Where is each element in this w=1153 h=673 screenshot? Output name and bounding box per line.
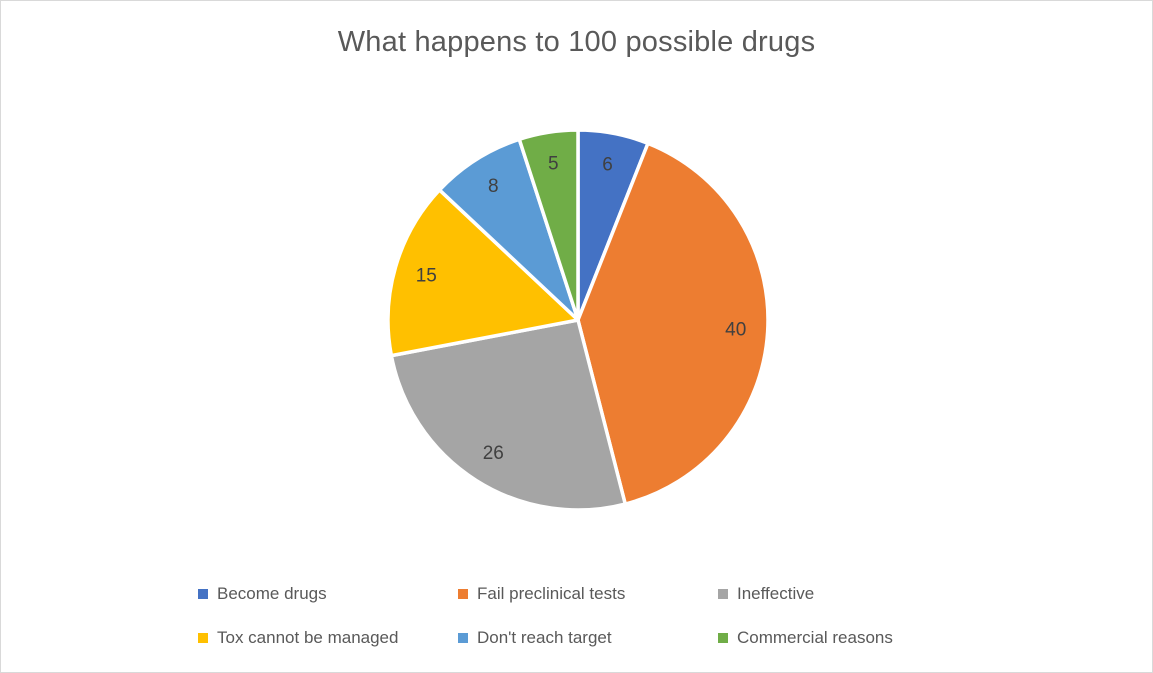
legend-item-fail-preclinical-tests[interactable]: Fail preclinical tests [458, 582, 718, 606]
legend-marker-icon [198, 589, 208, 599]
legend-item-label: Commercial reasons [737, 628, 893, 647]
legend-marker-icon [198, 633, 208, 643]
legend-item-label: Fail preclinical tests [477, 584, 626, 603]
pie-slice-tox-cannot-be-managed[interactable] [386, 188, 580, 358]
legend-item-label: Tox cannot be managed [217, 628, 399, 647]
legend-marker-icon [718, 633, 728, 643]
legend-marker-icon [458, 633, 468, 643]
pie-plot-area: 6 40 26 15 8 5 [386, 128, 770, 512]
legend-item-become-drugs[interactable]: Become drugs [198, 582, 458, 606]
chart-legend: Become drugs Fail preclinical tests Ineffe… [198, 582, 978, 650]
data-label-fail-preclinical-tests: 40 [725, 319, 746, 340]
data-label-tox-cannot-be-managed: 15 [416, 265, 437, 286]
legend-item-commercial-reasons[interactable]: Commercial reasons [718, 626, 978, 650]
pie-slice-fail-preclinical-tests[interactable] [576, 141, 770, 506]
legend-item-label: Don't reach target [477, 628, 612, 647]
legend-marker-icon [718, 589, 728, 599]
data-label-commercial-reasons: 5 [548, 153, 559, 174]
legend-item-tox-cannot-be-managed[interactable]: Tox cannot be managed [198, 626, 458, 650]
legend-item-label: Become drugs [217, 584, 327, 603]
legend-item-don-t-reach-target[interactable]: Don't reach target [458, 626, 718, 650]
data-label-ineffective: 26 [483, 443, 504, 464]
pie-slice-commercial-reasons[interactable] [517, 128, 580, 322]
pie-slice-ineffective[interactable] [389, 318, 627, 512]
legend-item-ineffective[interactable]: Ineffective [718, 582, 978, 606]
pie-slice-don-t-reach-target[interactable] [437, 137, 580, 322]
legend-item-label: Ineffective [737, 584, 815, 603]
chart-title: What happens to 100 possible drugs [337, 26, 816, 58]
legend-marker-icon [458, 589, 468, 599]
data-label-become-drugs: 6 [602, 154, 613, 175]
data-label-don-t-reach-target: 8 [488, 176, 499, 197]
